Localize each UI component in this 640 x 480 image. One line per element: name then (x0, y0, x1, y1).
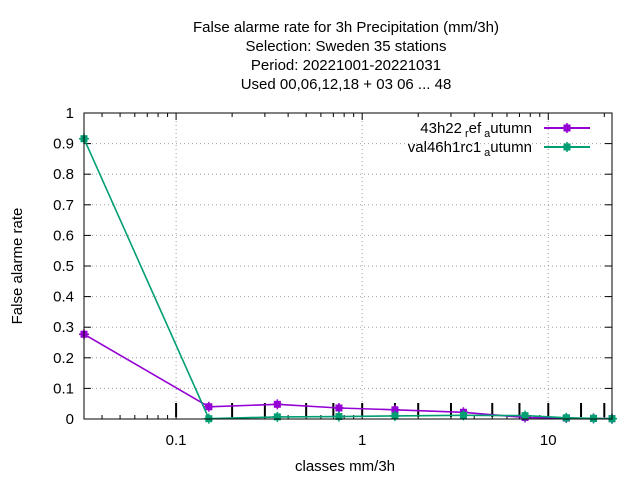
y-tick-label: 0 (66, 411, 74, 428)
legend-marker-2 (562, 142, 572, 152)
title-line-2: Selection: Sweden 35 stations (246, 38, 447, 55)
x-tick-label: 1 (358, 432, 366, 449)
legend-marker-1 (562, 123, 572, 133)
y-tick-label: 0.2 (53, 350, 74, 367)
legend-entry-1: 43h22 ref autumn (420, 120, 590, 140)
x-axis-label: classes mm/3h (295, 458, 395, 475)
plot-frame (83, 112, 613, 420)
y-tick-label: 0.3 (53, 319, 74, 336)
series-line (83, 333, 613, 420)
y-tick-label: 0.6 (53, 227, 74, 244)
x-axis-ticks: 0.1 1 10 (101, 113, 605, 449)
series-1 (79, 329, 617, 424)
legend-label-2: val46h1rc1 autumn (408, 139, 532, 159)
y-tick-label: 1 (66, 105, 74, 122)
x-tick-label: 10 (540, 432, 557, 449)
y-tick-label: 0.9 (53, 136, 74, 153)
legend: 43h22 ref autumn val46h1rc1 autumn (408, 120, 590, 159)
y-axis-label: False alarme rate (9, 208, 26, 325)
series-2 (79, 133, 617, 424)
series-line (83, 138, 613, 420)
y-axis-ticks: 0 0.1 0.2 0.3 0.4 0.5 0.6 0.7 0.8 0.9 1 (53, 105, 612, 428)
chart-title: False alarme rate for 3h Precipitation (… (193, 19, 499, 93)
y-tick-label: 0.8 (53, 166, 74, 183)
title-line-1: False alarme rate for 3h Precipitation (… (193, 19, 499, 36)
y-tick-label: 0.5 (53, 258, 74, 275)
y-tick-label: 0.7 (53, 197, 74, 214)
title-line-3: Period: 20221001-20221031 (251, 57, 441, 74)
grid-lines (84, 113, 612, 419)
x-tick-label: 0.1 (166, 432, 187, 449)
title-line-4: Used 00,06,12,18 + 03 06 ... 48 (241, 76, 452, 93)
y-tick-label: 0.1 (53, 380, 74, 397)
legend-entry-2: val46h1rc1 autumn (408, 139, 590, 159)
data-series (79, 133, 617, 424)
y-tick-label: 0.4 (53, 289, 74, 306)
legend-label-1: 43h22 ref autumn (420, 120, 532, 140)
